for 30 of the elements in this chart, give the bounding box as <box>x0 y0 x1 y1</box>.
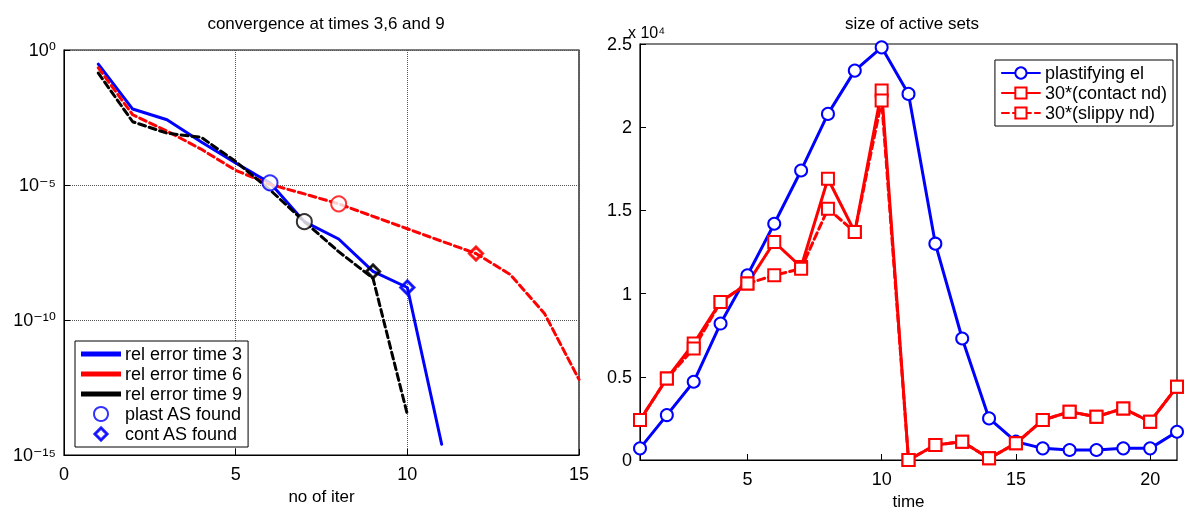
x-tick-label: 15 <box>1005 469 1026 489</box>
legend-label: plastifying el <box>1044 63 1144 83</box>
y-tick-label: 10⁻¹⁰ <box>13 310 56 330</box>
y-tick-label: 10⁰ <box>28 40 56 60</box>
y-tick-label: 1 <box>621 283 632 304</box>
legend-label: 30*(slippy nd) <box>1044 103 1155 123</box>
legend-label: 30*(contact nd) <box>1044 83 1168 103</box>
x-tick-label: 10 <box>397 464 418 484</box>
x-tick-label: 5 <box>742 469 753 489</box>
chart-title: convergence at times 3,6 and 9 <box>207 14 445 33</box>
chart-title: size of active sets <box>844 14 980 33</box>
x-tick-label: 5 <box>230 464 241 484</box>
x-tick-label: 0 <box>58 464 70 484</box>
y-tick-label: 1.5 <box>606 200 632 221</box>
legend-label: rel error time 9 <box>125 384 243 404</box>
x-tick-label: 20 <box>1140 469 1161 489</box>
y-tick-label: 0.5 <box>606 366 632 387</box>
legend-label: rel error time 6 <box>125 364 243 384</box>
x-axis-title: no of iter <box>288 486 355 506</box>
y-tick-label: 10⁻⁵ <box>19 175 56 195</box>
x-tick-label: 15 <box>568 464 589 484</box>
text: x 10⁴ <box>628 23 666 41</box>
x-axis-title: time <box>892 491 925 511</box>
y-tick-label: 0 <box>621 450 632 470</box>
legend-label: plast AS found <box>125 404 242 424</box>
y-tick-label: 10⁻¹⁵ <box>13 445 56 465</box>
legend-label: cont AS found <box>125 424 238 444</box>
legend-label: rel error time 3 <box>125 344 243 364</box>
x-tick-label: 10 <box>871 469 892 489</box>
y-tick-label: 2 <box>621 117 632 138</box>
